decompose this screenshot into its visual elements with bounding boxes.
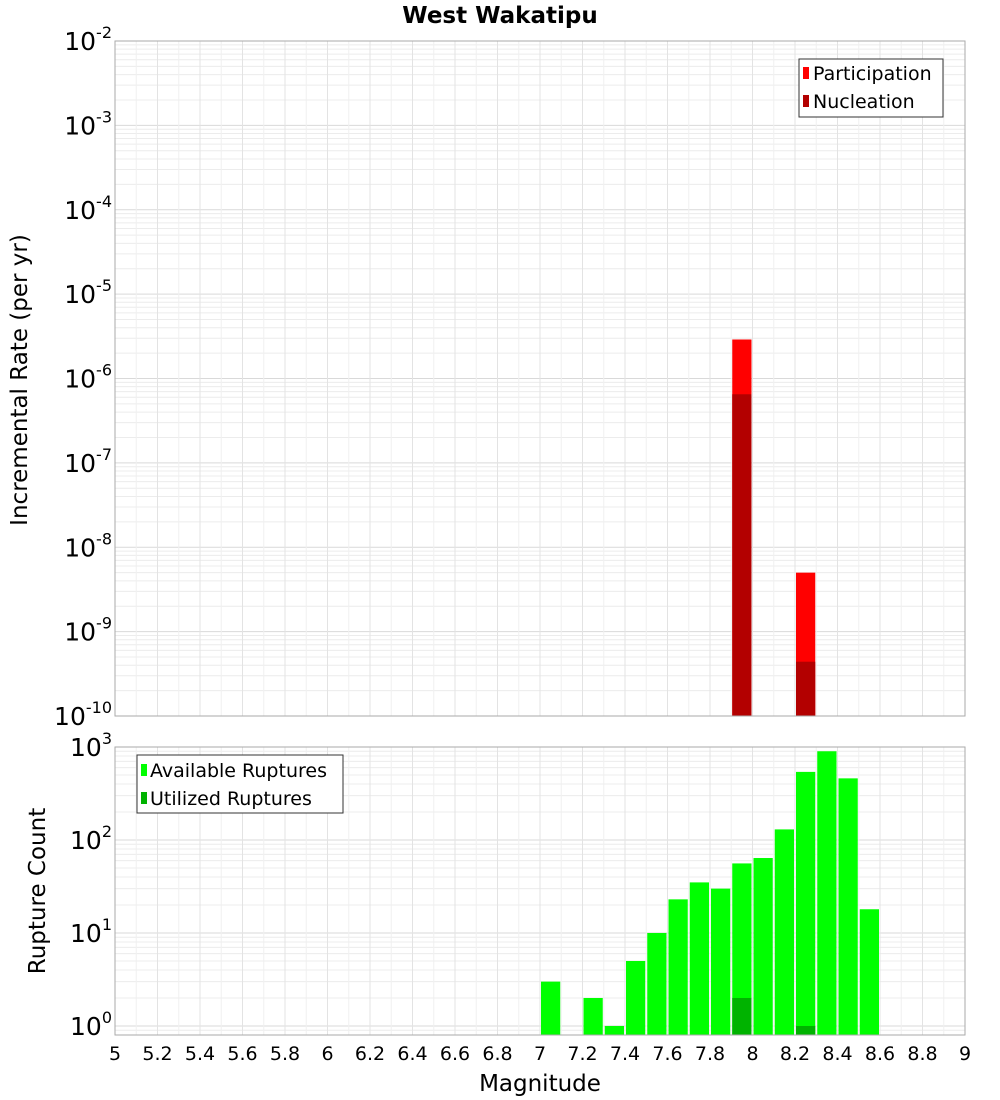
x-tick-label: 5.2 xyxy=(142,1043,172,1065)
bottom-y-ticks: 100 101 102 103 xyxy=(70,729,112,1041)
top-plot-frame xyxy=(114,40,966,717)
bottom-bar-available-ruptures xyxy=(774,829,794,1035)
bottom-y-axis-label: Rupture Count xyxy=(25,808,51,974)
top-y-axis-label: Incremental Rate (per yr) xyxy=(7,234,33,526)
x-tick-label: 6.8 xyxy=(482,1043,512,1065)
x-tick-label: 6.6 xyxy=(440,1043,470,1065)
top-legend: Participation Nucleation xyxy=(798,58,944,118)
legend-swatch-available xyxy=(141,764,147,776)
bottom-bar-utilized-ruptures xyxy=(732,997,752,1035)
chart-title: West Wakatipu xyxy=(402,3,597,29)
bottom-y-tick-label: 101 xyxy=(70,915,112,948)
top-bar-nucleation xyxy=(796,661,816,716)
bottom-bar-available-ruptures xyxy=(753,858,773,1035)
bottom-bar-available-ruptures xyxy=(859,909,879,1035)
bottom-bar-available-ruptures xyxy=(817,751,837,1035)
bottom-bar-available-ruptures xyxy=(796,771,816,1035)
x-tick-label: 5.8 xyxy=(270,1043,300,1065)
x-tick-label: 7.4 xyxy=(610,1043,640,1065)
bottom-y-tick-label: 103 xyxy=(70,729,112,762)
x-tick-label: 5.6 xyxy=(227,1043,257,1065)
top-plot-bars xyxy=(732,339,816,716)
x-tick-label: 8.4 xyxy=(822,1043,852,1065)
bottom-legend: Available Ruptures Utilized Ruptures xyxy=(136,754,344,814)
x-tick-label: 7.8 xyxy=(695,1043,725,1065)
legend-label-available: Available Ruptures xyxy=(150,760,327,782)
legend-label-nucleation: Nucleation xyxy=(813,91,915,113)
x-tick-label: 6 xyxy=(321,1043,333,1065)
top-y-tick-label: 10-5 xyxy=(64,276,112,309)
x-tick-label: 5.4 xyxy=(185,1043,215,1065)
top-y-tick-label: 10-7 xyxy=(64,445,112,478)
bottom-bar-available-ruptures xyxy=(711,888,731,1035)
x-ticks: 5 5.2 5.4 5.6 5.8 6 6.2 6.4 6.6 6.8 7 7.2 7.4 7.6 7.8 8… xyxy=(109,1043,971,1065)
top-y-ticks: 10-10 10-9 10-8 10-7 10-6 10-5 10-4 10-3 10-2 xyxy=(54,23,112,731)
x-tick-label: 8.6 xyxy=(865,1043,895,1065)
x-axis-label: Magnitude xyxy=(479,1071,601,1097)
x-tick-label: 8.2 xyxy=(780,1043,810,1065)
x-tick-label: 8 xyxy=(746,1043,758,1065)
top-y-tick-label: 10-3 xyxy=(64,107,112,140)
top-y-tick-label: 10-2 xyxy=(64,23,112,56)
bottom-bar-utilized-ruptures xyxy=(796,1025,816,1035)
top-legend-box xyxy=(798,58,944,118)
bottom-plot-bars xyxy=(541,751,879,1035)
x-tick-label: 7.2 xyxy=(567,1043,597,1065)
top-y-tick-label: 10-9 xyxy=(64,614,112,647)
legend-label-participation: Participation xyxy=(813,63,932,85)
bottom-bar-available-ruptures xyxy=(647,932,667,1035)
legend-swatch-participation xyxy=(803,67,809,79)
legend-swatch-nucleation xyxy=(803,95,809,107)
x-tick-label: 6.2 xyxy=(355,1043,385,1065)
bottom-y-tick-label: 100 xyxy=(70,1008,112,1041)
bottom-plot-frame xyxy=(114,746,966,1036)
bottom-bar-available-ruptures xyxy=(732,863,752,1035)
top-y-tick-label: 10-4 xyxy=(64,192,112,225)
top-plot-grid xyxy=(114,41,966,717)
bottom-bar-available-ruptures xyxy=(838,778,858,1035)
bottom-bar-available-ruptures xyxy=(541,981,561,1035)
bottom-bar-available-ruptures xyxy=(626,960,646,1035)
x-tick-label: 5 xyxy=(109,1043,121,1065)
x-tick-label: 8.8 xyxy=(907,1043,937,1065)
bottom-bar-available-ruptures xyxy=(583,997,603,1035)
bottom-bar-available-ruptures xyxy=(689,882,709,1035)
top-bar-nucleation xyxy=(732,394,752,716)
x-tick-label: 7 xyxy=(534,1043,546,1065)
x-tick-label: 9 xyxy=(959,1043,971,1065)
legend-label-utilized: Utilized Ruptures xyxy=(150,788,312,810)
top-y-tick-label: 10-6 xyxy=(64,361,112,394)
bottom-legend-box xyxy=(136,754,344,814)
bottom-y-tick-label: 102 xyxy=(70,822,112,855)
top-y-tick-label: 10-10 xyxy=(54,698,112,731)
bottom-bar-available-ruptures xyxy=(668,899,688,1035)
legend-swatch-utilized xyxy=(141,792,147,804)
x-tick-label: 7.6 xyxy=(652,1043,682,1065)
x-tick-label: 6.4 xyxy=(397,1043,427,1065)
bottom-bar-available-ruptures xyxy=(604,1025,624,1035)
top-y-tick-label: 10-8 xyxy=(64,529,112,562)
